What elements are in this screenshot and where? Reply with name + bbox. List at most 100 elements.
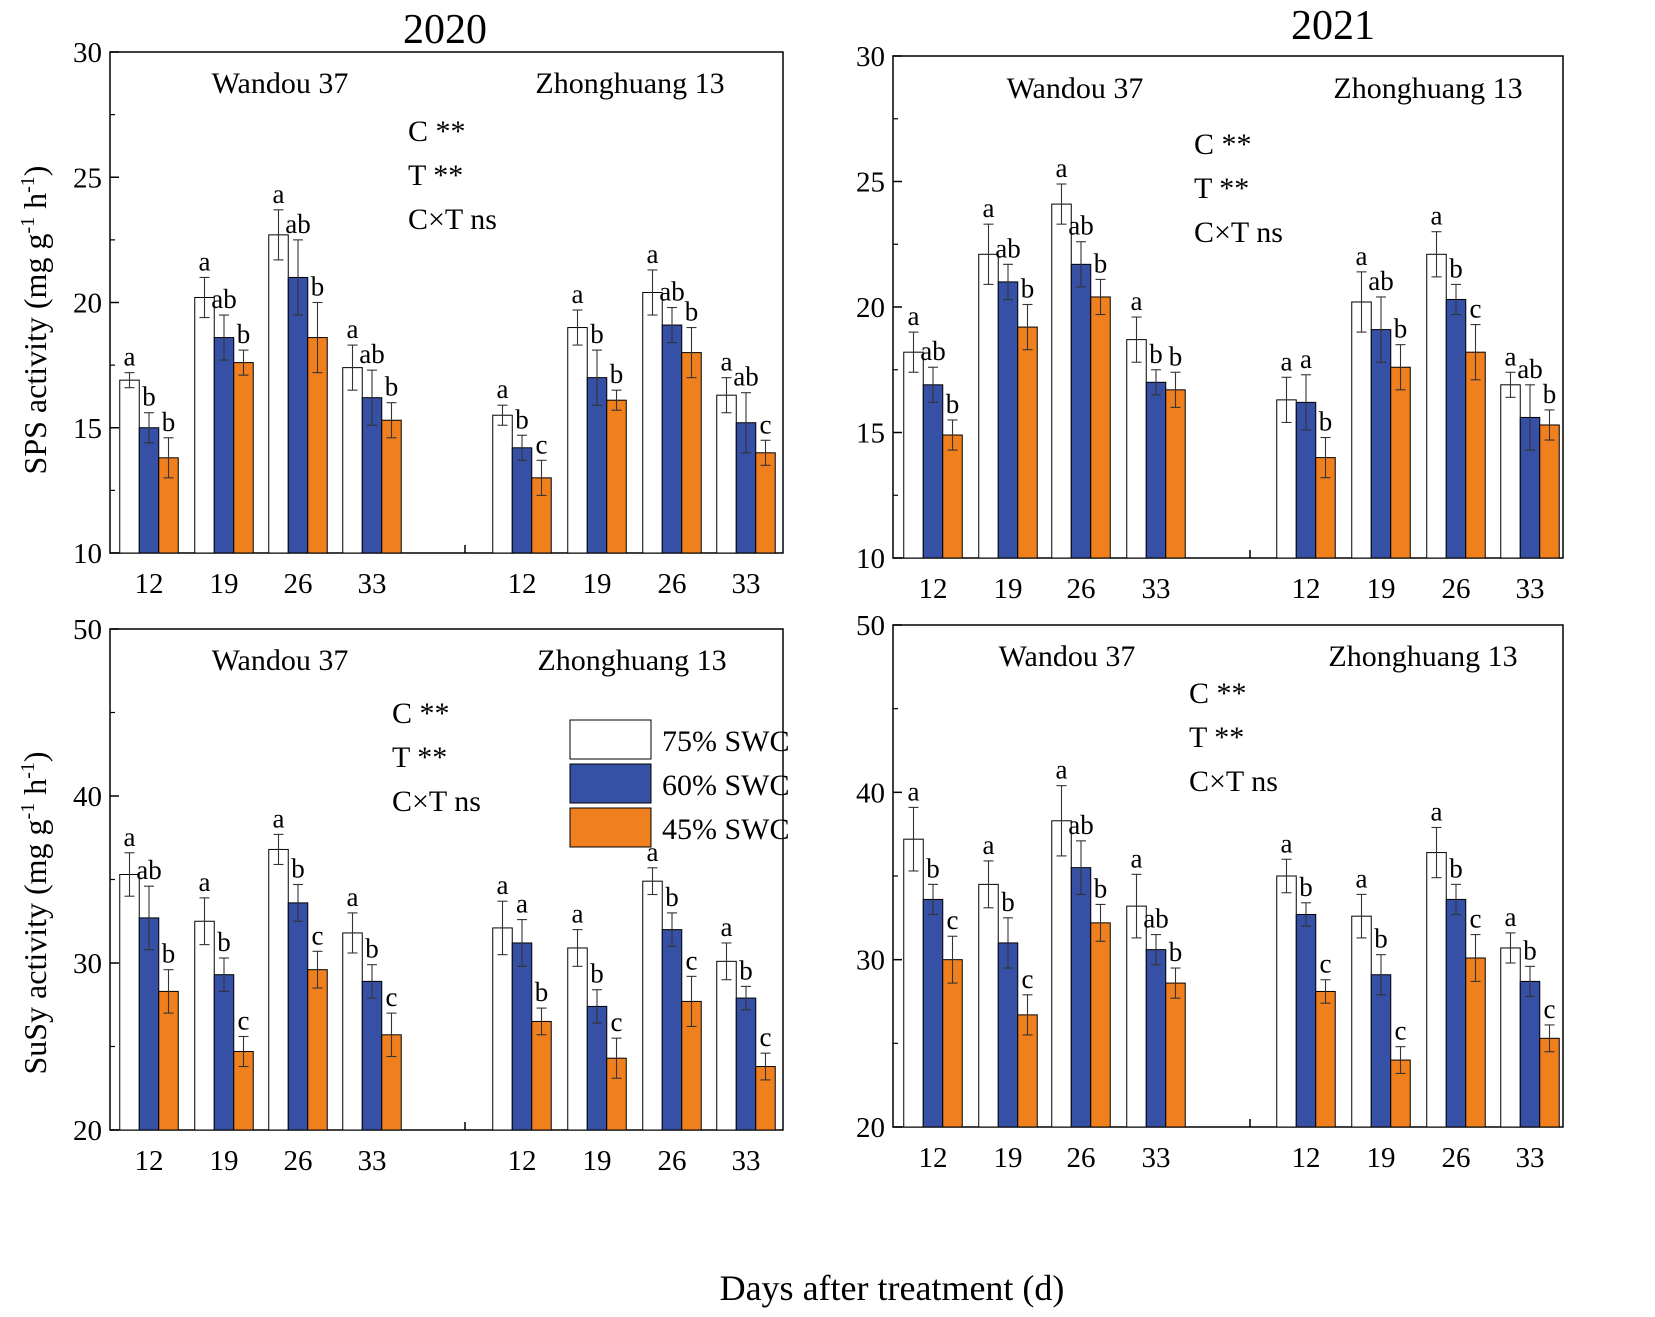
y-tick-label: 20 — [856, 1112, 885, 1144]
x-tick-label: 26 — [1442, 1142, 1471, 1174]
significance-letter: a — [516, 889, 528, 919]
bar-group: 33 abc — [342, 882, 402, 1177]
significance-letter: a — [1431, 201, 1443, 231]
significance-letter: c — [686, 945, 698, 975]
significance-letter: a — [273, 803, 285, 833]
significance-letter: ab — [285, 209, 310, 239]
significance-letter: ab — [1068, 810, 1093, 840]
panel-susy-2020: 20 30 40 50 Wandou 37 Zhonghuang 13 C ** T ** C×… — [73, 614, 790, 1177]
stats-label: T ** — [1194, 172, 1249, 205]
x-tick-label: 33 — [1516, 573, 1545, 605]
y-axis-label-sps-text: SPS activity (mg g — [17, 234, 53, 475]
significance-letter: ab — [1068, 211, 1093, 241]
significance-letter: c — [1544, 994, 1556, 1024]
stats-label: T ** — [1189, 721, 1244, 754]
bar — [268, 848, 289, 1131]
bar-group: 19 ab c — [194, 867, 254, 1177]
bar — [716, 960, 737, 1131]
bar — [1070, 263, 1092, 559]
bar — [342, 932, 363, 1131]
significance-letter: b — [1094, 873, 1108, 903]
significance-letter: b — [610, 359, 624, 389]
stats-label: T ** — [408, 159, 463, 192]
significance-letter: a — [1281, 346, 1293, 376]
y-tick-label: 10 — [73, 538, 102, 570]
significance-letter: ab — [1517, 354, 1542, 384]
y-tick-label: 30 — [856, 41, 885, 73]
cultivar-label: Wandou 37 — [999, 640, 1136, 673]
significance-letter: b — [311, 272, 325, 302]
significance-letter: b — [1449, 853, 1463, 883]
x-tick-label: 26 — [284, 568, 313, 600]
panel-title-2020: 2020 — [403, 7, 487, 53]
significance-letter: b — [1394, 314, 1408, 344]
significance-letter: b — [926, 853, 940, 883]
significance-letter: a — [983, 830, 995, 860]
significance-letter: c — [760, 409, 772, 439]
bar — [268, 234, 289, 554]
x-tick-label: 12 — [135, 1145, 164, 1177]
bar — [1090, 922, 1111, 1128]
bar — [342, 367, 363, 554]
significance-letter: b — [291, 854, 305, 884]
bar — [1445, 298, 1467, 559]
significance-letter: b — [1374, 924, 1388, 954]
significance-letter: b — [535, 977, 549, 1007]
bar-group: 33 ab b — [1126, 286, 1186, 605]
bar — [716, 394, 737, 554]
significance-letter: a — [572, 279, 584, 309]
bar — [642, 880, 663, 1131]
x-axis-label: Days after treatment (d) — [720, 1268, 1065, 1308]
bar-group: 26 abc — [1426, 796, 1486, 1174]
significance-letter: a — [199, 867, 211, 897]
significance-letter: b — [162, 407, 176, 437]
bar — [681, 352, 702, 554]
significance-letter: b — [162, 939, 176, 969]
significance-letter: a — [908, 776, 920, 806]
significance-letter: b — [1319, 407, 1333, 437]
y-axis-label-susy-text: SuSy activity (mg g — [17, 819, 53, 1074]
x-tick-label: 12 — [508, 1145, 537, 1177]
bar — [903, 351, 924, 559]
significance-letter: b — [1094, 248, 1108, 278]
bar — [1017, 326, 1038, 559]
bar — [307, 969, 328, 1131]
cultivar-label: Zhonghuang 13 — [535, 67, 724, 100]
bar — [1519, 980, 1541, 1128]
panel-sps-2021: 10 15 20 25 30 Wandou 37 Zhonghuang 13 C ** T **… — [856, 41, 1564, 605]
significance-letter: ab — [359, 339, 384, 369]
y-tick-label: 30 — [73, 37, 102, 69]
y-tick-label: 20 — [73, 288, 102, 320]
bar-group: 12 a bc — [903, 776, 963, 1174]
bar — [1315, 990, 1336, 1128]
bar — [978, 883, 999, 1128]
legend-swatch — [569, 719, 652, 760]
legend-swatch — [569, 763, 652, 804]
significance-letter: ab — [920, 336, 945, 366]
x-tick-label: 26 — [284, 1145, 313, 1177]
significance-letter: b — [217, 927, 231, 957]
legend: 75% SWC 60% SWC 45% SWC — [569, 719, 790, 848]
y-tick-label: 30 — [73, 948, 102, 980]
x-tick-label: 26 — [1067, 573, 1096, 605]
y-tick-label: 15 — [856, 418, 885, 450]
significance-letter: c — [238, 1005, 250, 1035]
significance-letter: ab — [659, 277, 684, 307]
x-tick-label: 33 — [732, 568, 761, 600]
y-tick-label: 30 — [856, 945, 885, 977]
bar — [1090, 296, 1111, 559]
bar-group: 19 ab c — [978, 830, 1038, 1174]
stats-label: C ** — [1189, 677, 1247, 710]
bar — [381, 419, 402, 554]
significance-letter: a — [908, 301, 920, 331]
significance-letter: c — [760, 1022, 772, 1052]
bar — [287, 276, 309, 554]
significance-letter: a — [1356, 241, 1368, 271]
bar — [1465, 957, 1486, 1128]
stats-label: C ** — [1194, 128, 1252, 161]
